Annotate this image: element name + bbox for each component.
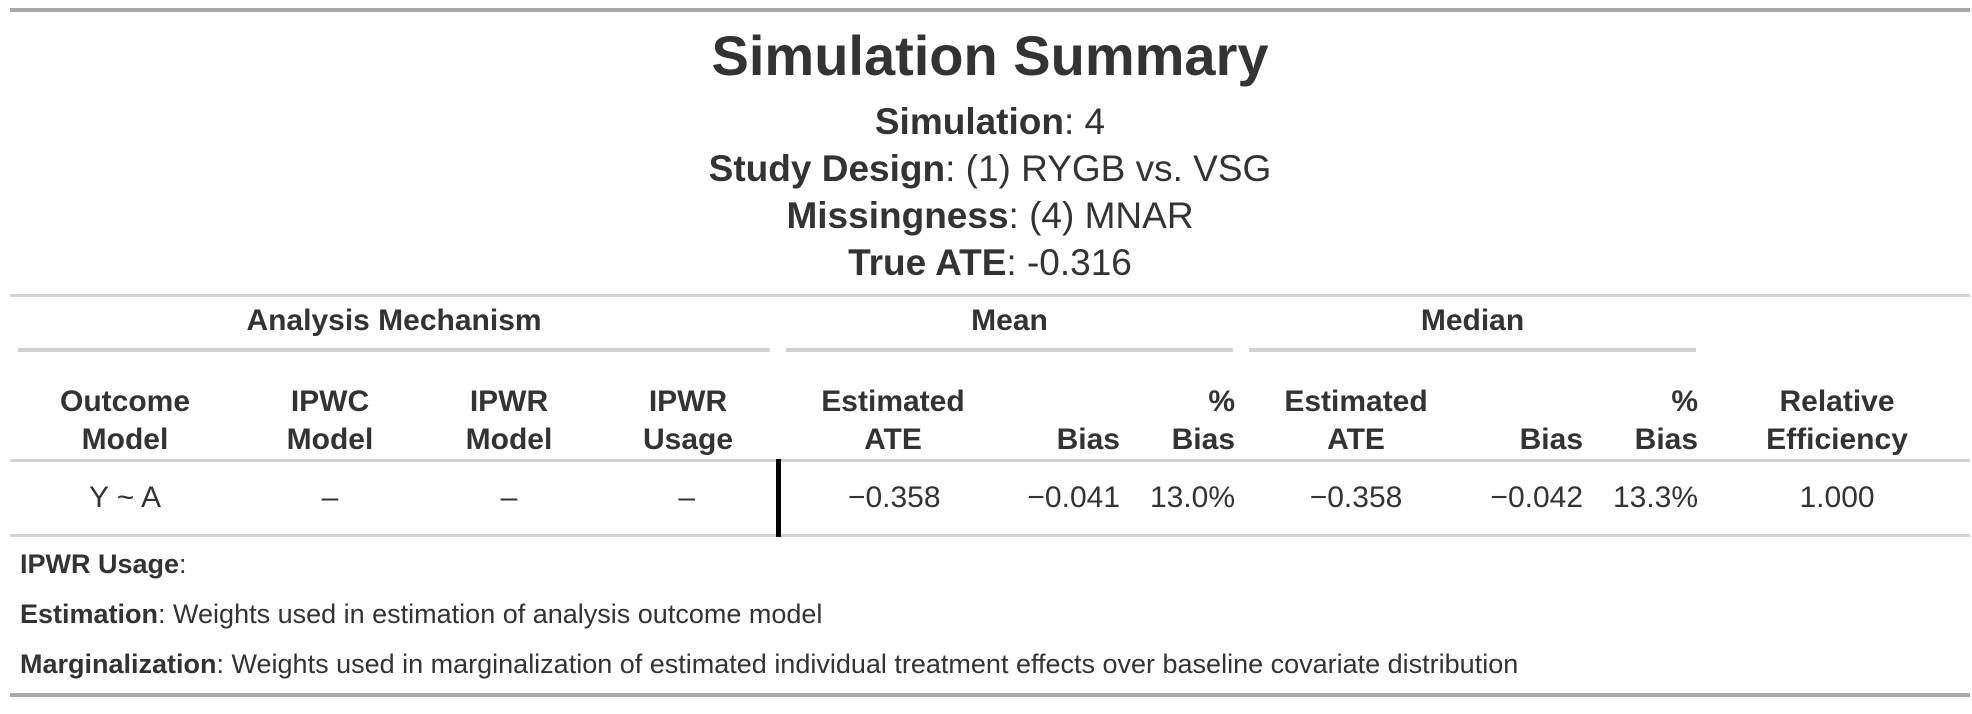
bottom-rule [10, 693, 1970, 697]
footnote-label: IPWR Usage [20, 549, 180, 579]
results-table: Analysis Mechanism Mean Median Outcome Mo… [10, 294, 1971, 537]
col-label-line: Bias [1634, 423, 1699, 456]
col-label-line: ATE [1327, 423, 1385, 456]
subtitle-sep: : [1063, 101, 1085, 142]
spanner-label: Analysis Mechanism [18, 304, 770, 352]
subtitle-simulation: Simulation: 4 [10, 98, 1970, 145]
col-label-line: Bias [1056, 423, 1120, 456]
footnote-label: Marginalization [20, 649, 217, 679]
subtitle-label: Missingness [786, 195, 1009, 236]
subtitle-sep: : [945, 148, 966, 189]
subtitle-label: True ATE [848, 242, 1007, 283]
col-label-line: IPWR [469, 385, 549, 418]
footnote-text: Weights used in estimation of analysis o… [173, 599, 823, 629]
cell-relative-efficiency: 1.000 [1704, 460, 1971, 537]
footnote-estimation: Estimation: Weights used in estimation o… [20, 589, 1970, 639]
subtitle-value: (1) RYGB vs. VSG [965, 148, 1272, 189]
spanner-label: Median [1249, 304, 1697, 352]
table-row: Y ~ A – – – −0.358 −0.041 13.0% −0.358 −… [10, 460, 1971, 537]
cell-mean-estimated-ate: −0.358 [775, 460, 1008, 537]
subtitle-missingness: Missingness: (4) MNAR [10, 192, 1970, 239]
col-mean-estimated-ate: Estimated ATE [778, 359, 1008, 462]
col-label-line: Efficiency [1766, 423, 1908, 456]
col-relative-efficiency: Relative Efficiency [1704, 359, 1971, 462]
footnote-sep: : [179, 549, 187, 579]
cell-ipwr-usage: – [598, 460, 778, 537]
col-ipwc-model: IPWC Model [240, 359, 420, 462]
spanner-analysis-mechanism: Analysis Mechanism [10, 296, 778, 360]
col-median-pct-bias: % Bias [1589, 359, 1705, 462]
summary-table-container: Simulation Summary Simulation: 4 Study D… [10, 8, 1971, 697]
col-label-line: Usage [642, 423, 734, 456]
cell-median-pct-bias: 13.3% [1589, 460, 1705, 537]
col-median-estimated-ate: Estimated ATE [1241, 359, 1472, 462]
subtitle-study-design: Study Design: (1) RYGB vs. VSG [10, 145, 1970, 192]
col-label-line: % [1208, 385, 1236, 418]
footnote-sep: : [158, 599, 174, 629]
top-rule [10, 8, 1970, 12]
col-label-line: Model [81, 423, 169, 456]
subtitle-label: Simulation [874, 101, 1064, 142]
subtitle-sep: : [1008, 195, 1030, 236]
cell-ipwr-model: – [420, 460, 598, 537]
col-outcome-model: Outcome Model [10, 359, 240, 462]
cell-median-bias: −0.042 [1471, 460, 1590, 537]
cell-median-estimated-ate: −0.358 [1241, 460, 1472, 537]
spanner-median: Median [1241, 296, 1704, 360]
subtitle-true-ate: True ATE: -0.316 [10, 239, 1970, 286]
col-mean-pct-bias: % Bias [1126, 359, 1242, 462]
col-label-line: Model [465, 423, 553, 456]
spanner-row: Analysis Mechanism Mean Median [10, 296, 1970, 360]
col-label-line: Relative [1779, 385, 1895, 418]
col-label-line: Estimated [821, 385, 965, 418]
footnote-text: Weights used in marginalization of estim… [231, 649, 1519, 679]
col-label-line: Model [286, 423, 374, 456]
col-mean-bias: Bias [1008, 359, 1126, 462]
col-label-line: IPWC [290, 385, 370, 418]
col-label-line: ATE [864, 423, 922, 456]
col-label-line: Outcome [59, 385, 191, 418]
col-label-line: % [1671, 385, 1699, 418]
spanner-label: Mean [786, 304, 1234, 352]
footnotes: IPWR Usage: Estimation: Weights used in … [10, 537, 1970, 691]
cell-mean-bias: −0.041 [1008, 460, 1126, 537]
spanner-mean: Mean [778, 296, 1241, 360]
col-label-line: Bias [1519, 423, 1584, 456]
table-header: Simulation Summary Simulation: 4 Study D… [10, 12, 1970, 294]
col-median-bias: Bias [1471, 359, 1590, 462]
col-label-line: Estimated [1284, 385, 1428, 418]
footnote-marginalization: Marginalization: Weights used in margina… [20, 639, 1970, 689]
footnote-ipwr-usage: IPWR Usage: [20, 539, 1970, 589]
footnote-sep: : [216, 649, 232, 679]
footnote-label: Estimation [20, 599, 159, 629]
cell-mean-pct-bias: 13.0% [1126, 460, 1242, 537]
subtitle-value: 4 [1084, 101, 1106, 142]
subtitle-sep: : [1006, 242, 1027, 283]
subtitle-label: Study Design [708, 148, 946, 189]
col-label-line: IPWR [648, 385, 728, 418]
cell-ipwc-model: – [240, 460, 420, 537]
col-ipwr-model: IPWR Model [420, 359, 598, 462]
col-ipwr-usage: IPWR Usage [598, 359, 778, 462]
subtitle-value: (4) MNAR [1029, 195, 1194, 236]
column-header-row: Outcome Model IPWC Model IPWR Model IPWR Usa… [10, 359, 1971, 462]
table-title: Simulation Summary [711, 24, 1269, 87]
spanner-empty [1704, 296, 1970, 360]
col-label-line: Bias [1171, 423, 1236, 456]
subtitle-value: -0.316 [1026, 242, 1132, 283]
cell-outcome-model: Y ~ A [10, 460, 240, 537]
